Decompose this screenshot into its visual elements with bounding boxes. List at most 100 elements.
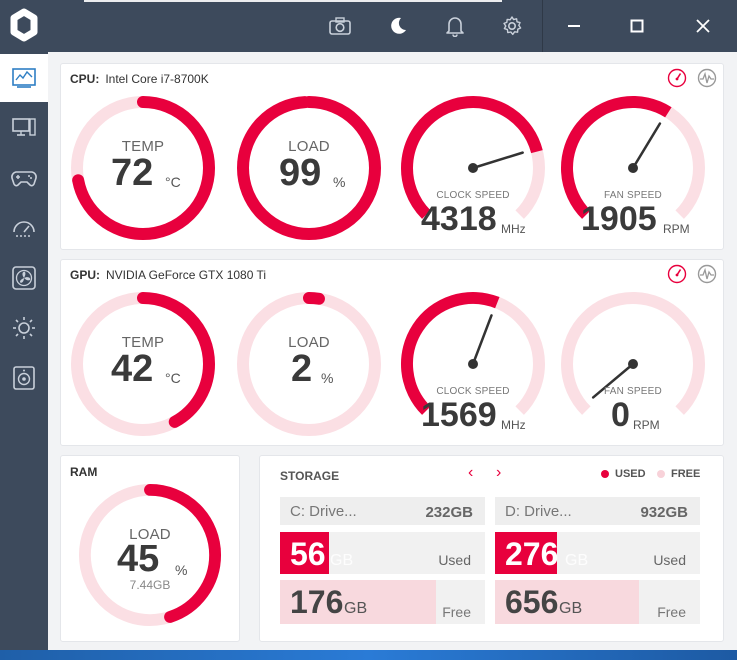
drive-d-used-value: 276 xyxy=(505,536,559,572)
cpu-fan-dial xyxy=(561,96,705,219)
cpu-clock-gauge: CLOCK SPEED 4318 MHz xyxy=(399,94,547,242)
cpu-fan-value: 1905 xyxy=(581,200,657,238)
ram-load-caption: LOAD xyxy=(129,526,171,543)
storage-title: STORAGE xyxy=(280,469,340,483)
drive-c-free-fill xyxy=(280,580,436,624)
speedometer-icon[interactable] xyxy=(0,204,48,252)
gpu-fan-dial xyxy=(561,292,705,415)
drive-c-free-unit: GB xyxy=(344,600,368,617)
gpu-fan-caption: FAN SPEED xyxy=(604,386,662,397)
cpu-fan-caption: FAN SPEED xyxy=(604,190,662,201)
storage-prev-button[interactable]: ‹ xyxy=(468,464,474,481)
ram-load-ring xyxy=(78,483,222,627)
drive-c-header[interactable]: C: Drive... 232GB xyxy=(280,497,485,525)
gamepad-icon[interactable] xyxy=(0,154,48,202)
gpu-temp-caption: TEMP xyxy=(121,334,165,351)
drive-c-name: C: Drive... xyxy=(290,503,357,520)
fan-icon[interactable] xyxy=(0,254,48,302)
legend-used: USED xyxy=(601,468,646,480)
cpu-name: Intel Core i7-8700K xyxy=(105,72,209,86)
monitor-dashboard-icon[interactable] xyxy=(0,54,48,102)
maximize-icon[interactable] xyxy=(621,10,653,42)
drive-c-size: 232GB xyxy=(425,504,473,521)
ram-load-unit: % xyxy=(175,562,188,578)
gpu-name: NVIDIA GeForce GTX 1080 Ti xyxy=(106,268,267,282)
drive-d-free-bar: 656 GB Free xyxy=(495,580,700,624)
gpu-load-caption: LOAD xyxy=(288,334,330,351)
title-bar-separator xyxy=(542,0,543,52)
cpu-clock-unit: MHz xyxy=(501,222,526,236)
brightness-icon[interactable] xyxy=(0,304,48,352)
bell-icon[interactable] xyxy=(441,12,469,40)
drive-d-used-unit: GB xyxy=(565,552,589,569)
cpu-temp-unit: °C xyxy=(165,174,181,190)
title-bar-highlight xyxy=(84,0,502,2)
gpu-fan-value: 0 xyxy=(611,396,630,434)
moon-icon[interactable] xyxy=(384,12,412,40)
gpu-clock-unit: MHz xyxy=(501,418,526,432)
cpu-temp-value: 72 xyxy=(111,152,154,194)
gpu-label: GPU: NVIDIA GeForce GTX 1080 Ti xyxy=(70,268,267,282)
drive-c-free-label: Free xyxy=(442,604,471,620)
minimize-icon[interactable] xyxy=(558,10,590,42)
gauge-view-icon[interactable] xyxy=(667,68,687,88)
app-logo xyxy=(0,0,48,52)
close-icon[interactable] xyxy=(687,10,719,42)
cpu-clock-value: 4318 xyxy=(421,200,497,238)
ram-load-gauge: LOAD 45 % 7.44GB xyxy=(77,482,223,628)
graph-view-icon[interactable] xyxy=(697,68,717,88)
graph-view-icon[interactable] xyxy=(697,264,717,284)
cpu-panel: CPU: Intel Core i7-8700K TEMP 72 °C LOAD … xyxy=(60,63,724,250)
storage-next-button[interactable]: › xyxy=(496,464,502,481)
gpu-fan-unit: RPM xyxy=(633,418,660,432)
taskbar-strip xyxy=(0,650,737,660)
ram-panel: RAM LOAD 45 % 7.44GB xyxy=(60,455,240,642)
drive-c-used-value: 56 xyxy=(290,536,326,572)
pc-icon[interactable] xyxy=(0,104,48,152)
cpu-load-gauge: LOAD 99 % xyxy=(235,94,383,242)
cpu-load-unit: % xyxy=(333,174,346,190)
gpu-load-ring xyxy=(237,292,381,436)
gpu-temp-value: 42 xyxy=(111,348,154,390)
legend-free-dot xyxy=(657,470,665,478)
storage-panel: STORAGE ‹ › USED FREE C: Drive... 232GB … xyxy=(259,455,724,642)
drive-d-name: D: Drive... xyxy=(505,503,572,520)
camera-icon[interactable] xyxy=(326,12,354,40)
cpu-clock-caption: CLOCK SPEED xyxy=(436,190,510,201)
gpu-clock-value: 1569 xyxy=(421,396,497,434)
ram-load-value: 45 xyxy=(117,538,160,580)
title-bar xyxy=(0,0,737,52)
cpu-load-caption: LOAD xyxy=(288,138,330,155)
cpu-temp-gauge: TEMP 72 °C xyxy=(69,94,217,242)
drive-d-size: 932GB xyxy=(640,504,688,521)
drive-c-used-bar: 56 GB Used xyxy=(280,532,485,574)
gpu-load-unit: % xyxy=(321,370,334,386)
gpu-fan-gauge: FAN SPEED 0 RPM xyxy=(559,290,707,438)
cpu-clock-dial xyxy=(401,96,545,219)
gpu-clock-gauge: CLOCK SPEED 1569 MHz xyxy=(399,290,547,438)
gear-icon[interactable] xyxy=(498,12,526,40)
drive-c-free-value: 176 xyxy=(290,584,344,620)
cpu-load-value: 99 xyxy=(279,152,322,194)
gpu-temp-unit: °C xyxy=(165,370,181,386)
drive-c-used-unit: GB xyxy=(330,552,354,569)
cpu-temp-caption: TEMP xyxy=(121,138,165,155)
gpu-load-value: 2 xyxy=(291,348,313,390)
drive-d-used-bar: 276 GB Used xyxy=(495,532,700,574)
ram-label: RAM xyxy=(70,465,98,479)
cpu-load-ring xyxy=(237,96,381,240)
drive-d-free-value: 656 xyxy=(505,584,559,620)
drive-c-free-bar: 176 GB Free xyxy=(280,580,485,624)
cpu-temp-ring xyxy=(71,96,215,240)
drive-c-used-label: Used xyxy=(438,552,471,568)
drive-d-free-unit: GB xyxy=(559,600,583,617)
speaker-icon[interactable] xyxy=(0,354,48,402)
drive-d-used-label: Used xyxy=(653,552,686,568)
gauge-view-icon[interactable] xyxy=(667,264,687,284)
gpu-clock-dial xyxy=(401,292,545,415)
gpu-temp-ring xyxy=(71,292,215,436)
ram-used-amount: 7.44GB xyxy=(129,578,171,592)
drive-d-free-fill xyxy=(495,580,639,624)
gpu-load-gauge: LOAD 2 % xyxy=(235,290,383,438)
drive-d-header[interactable]: D: Drive... 932GB xyxy=(495,497,700,525)
